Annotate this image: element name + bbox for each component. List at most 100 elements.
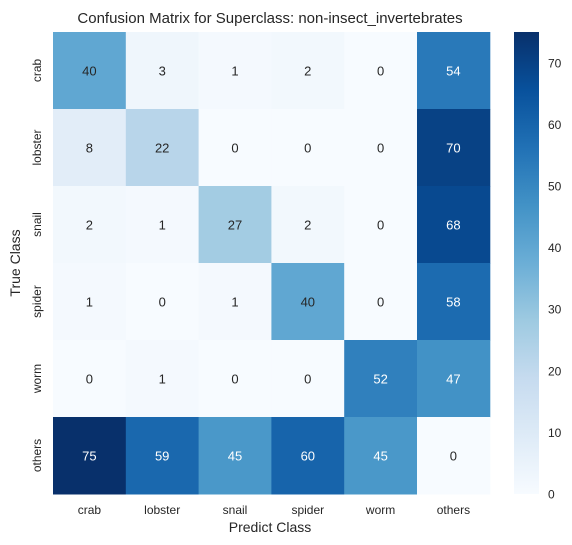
heatmap-cell <box>344 417 418 495</box>
cell-value-label: 2 <box>86 218 93 233</box>
heatmap-cell <box>125 32 200 110</box>
heatmap-cell <box>417 263 491 341</box>
cell-value-label: 0 <box>86 372 93 387</box>
heatmap-cell <box>417 109 491 187</box>
cell-value-label: 45 <box>228 449 242 464</box>
cell-value-label: 0 <box>231 372 238 387</box>
cell-value-label: 1 <box>159 218 166 233</box>
cell-value-label: 2 <box>304 218 311 233</box>
x-tick-label: others <box>437 503 470 517</box>
cell-value-label: 40 <box>301 295 315 310</box>
cell-value-label: 0 <box>377 218 384 233</box>
y-tick-label: spider <box>30 285 44 318</box>
cell-value-label: 2 <box>304 64 311 79</box>
colorbar-tick-label: 30 <box>548 303 562 317</box>
colorbar-tick-label: 10 <box>548 426 562 440</box>
heatmap-cell <box>125 417 200 495</box>
heatmap-cell <box>53 109 127 187</box>
cell-value-label: 1 <box>231 295 238 310</box>
x-tick-label: worm <box>365 503 395 517</box>
heatmap-cell <box>198 340 272 418</box>
chart-title: Confusion Matrix for Superclass: non-ins… <box>77 10 462 27</box>
cell-value-label: 58 <box>446 295 460 310</box>
heatmap-cell <box>417 340 491 418</box>
cell-value-label: 8 <box>86 141 93 156</box>
heatmap-cell <box>125 340 200 418</box>
y-tick-label: others <box>30 439 44 472</box>
y-tick-label: worm <box>30 364 44 394</box>
colorbar-tick-label: 60 <box>548 118 562 132</box>
x-axis-tick-labels: crab lobster snail spider worm others <box>78 503 470 517</box>
cell-value-label: 3 <box>159 64 166 79</box>
heatmap-cell <box>198 417 272 495</box>
cell-value-label: 0 <box>304 141 311 156</box>
heatmap-cell <box>53 340 127 418</box>
heatmap-cell <box>53 417 127 495</box>
heatmap-cell-labels: 40 3 1 2 0 54 8 22 0 0 0 70 2 1 27 2 0 68 1 0 1 40 0 58 0 1 0 0 52 47… <box>82 64 460 464</box>
colorbar-tick-label: 20 <box>548 364 562 378</box>
heatmap-cell <box>198 263 272 341</box>
y-axis-label: True Class <box>7 229 23 296</box>
x-tick-label: lobster <box>144 503 180 517</box>
heatmap-cell <box>198 32 272 110</box>
cell-value-label: 0 <box>377 295 384 310</box>
cell-value-label: 1 <box>231 64 238 79</box>
heatmap-cell <box>344 109 418 187</box>
heatmap-cell <box>344 340 418 418</box>
x-tick-label: crab <box>78 503 102 517</box>
heatmap-cell <box>53 32 127 110</box>
cell-value-label: 45 <box>373 449 387 464</box>
heatmap-cell <box>271 186 345 264</box>
x-axis-label: Predict Class <box>229 519 311 535</box>
colorbar-tick-label: 0 <box>548 488 555 502</box>
cell-value-label: 22 <box>155 141 169 156</box>
heatmap-cell <box>125 186 200 264</box>
heatmap-cell <box>417 186 491 264</box>
heatmap-cell <box>198 186 272 264</box>
cell-value-label: 59 <box>155 449 169 464</box>
cell-value-label: 68 <box>446 218 460 233</box>
cell-value-label: 70 <box>446 141 460 156</box>
cell-value-label: 54 <box>446 64 460 79</box>
cell-value-label: 27 <box>228 218 242 233</box>
y-tick-label: crab <box>30 59 44 83</box>
heatmap-cell <box>344 32 418 110</box>
cell-value-label: 0 <box>304 372 311 387</box>
cell-value-label: 0 <box>377 141 384 156</box>
colorbar-tick-labels: 0 10 20 30 40 50 60 70 <box>548 56 562 501</box>
heatmap-cell <box>125 263 200 341</box>
y-tick-label: lobster <box>30 129 44 165</box>
cell-value-label: 47 <box>446 372 460 387</box>
heatmap-cell <box>344 263 418 341</box>
heatmap-cell <box>271 417 345 495</box>
colorbar-tick-label: 70 <box>548 56 562 70</box>
heatmap-cell <box>198 109 272 187</box>
x-tick-label: snail <box>223 503 248 517</box>
heatmap-cell <box>417 32 491 110</box>
heatmap-cell <box>53 263 127 341</box>
x-tick-label: spider <box>291 503 324 517</box>
cell-value-label: 1 <box>159 372 166 387</box>
y-tick-label: snail <box>30 212 44 237</box>
heatmap-cell <box>271 340 345 418</box>
heatmap-cells <box>53 32 491 495</box>
heatmap-cell <box>271 32 345 110</box>
heatmap-cell <box>344 186 418 264</box>
heatmap-cell <box>53 186 127 264</box>
colorbar <box>514 32 539 494</box>
cell-value-label: 0 <box>231 141 238 156</box>
heatmap-cell <box>125 109 200 187</box>
colorbar-tick-label: 50 <box>548 180 562 194</box>
heatmap-cell <box>417 417 491 495</box>
cell-value-label: 0 <box>159 295 166 310</box>
cell-value-label: 0 <box>377 64 384 79</box>
heatmap-cell <box>271 109 345 187</box>
cell-value-label: 60 <box>301 449 315 464</box>
cell-value-label: 0 <box>450 449 457 464</box>
cell-value-label: 75 <box>82 449 96 464</box>
colorbar-tick-label: 40 <box>548 241 562 255</box>
cell-value-label: 52 <box>373 372 387 387</box>
y-axis-tick-labels: crab lobster snail spider worm others <box>30 59 44 473</box>
cell-value-label: 1 <box>86 295 93 310</box>
